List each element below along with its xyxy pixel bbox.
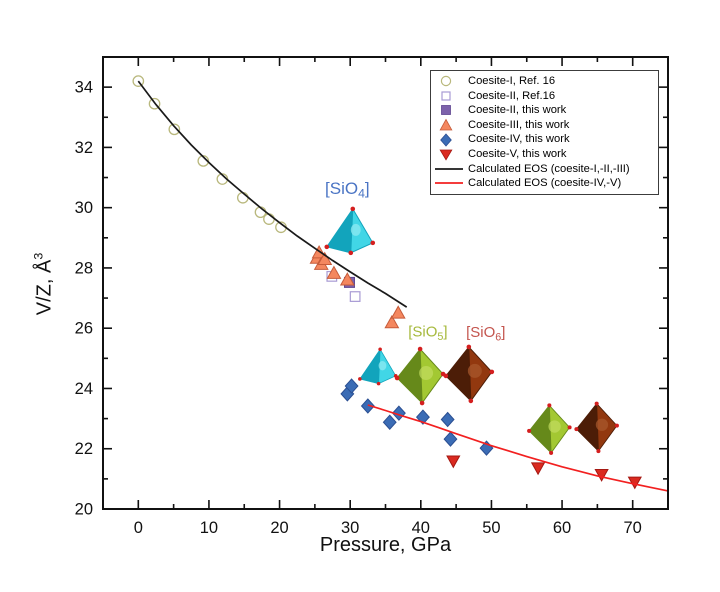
formula-label: [SiO5] [408,324,447,344]
legend-item-label: Coesite-III, this work [468,118,570,131]
y-tick-label: 24 [75,380,93,398]
octahedron-green-illustration [527,403,572,455]
legend-item-label: Coesite-I, Ref. 16 [468,75,556,87]
x-tick-label: 50 [482,519,500,537]
x-tick-label: 20 [270,519,288,537]
legend-marker-square [441,105,451,116]
formula-label: [SiO6] [466,324,505,344]
legend-item-coesite-iv-this-work: Coesite-IV, this work [435,132,656,147]
y-axis-title-exponent: 3 [31,252,46,260]
legend-item-label: Calculated EOS (coesite-IV,-V) [468,177,622,190]
y-tick-label: 26 [75,320,93,338]
curve-calculated-eos-coesite-i-ii-iii [137,80,408,308]
legend-item-coesite-ii-this-work: Coesite-II, this work [435,103,656,118]
legend-item-coesite-ii-ref-16: Coesite-II, Ref.16 [435,89,656,104]
legend-item-coesite-iii-this-work: Coesite-III, this work [435,118,656,133]
x-tick-label: 60 [553,519,571,537]
series-coesite-v-this-work [446,455,642,490]
legend-item-label: Coesite-V, this work [468,147,567,160]
y-tick-label: 20 [75,501,93,519]
x-tick-label: 70 [624,519,642,537]
y-axis-title-text: V/Z, Å [33,259,56,316]
legend-item-calculated-eos-coesite-i-ii-iii: Calculated EOS (coesite-I,-II,-III) [435,162,656,177]
x-tick-label: 40 [412,519,430,537]
legend-marker-circle-open [440,76,452,87]
legend-box: Coesite-I, Ref. 16 Coesite-II, Ref.16 Coes… [430,70,659,195]
legend-marker-triangle-up [439,118,453,131]
tetrahedron-illustration [358,347,398,386]
legend-item-calculated-eos-coesite-iv-v: Calculated EOS (coesite-IV,-V) [435,176,656,191]
legend-item-coesite-v-this-work: Coesite-V, this work [435,147,656,162]
x-tick-label: 30 [341,519,359,537]
legend-marker-diamond [440,133,452,147]
legend-item-label: Coesite-IV, this work [468,133,570,146]
legend-item-label: Coesite-II, Ref.16 [468,89,556,102]
y-tick-label: 30 [75,199,93,217]
x-tick-label: 0 [134,519,143,537]
legend-marker-line [435,167,463,170]
series-coesite-iv-this-work [340,378,494,456]
legend-marker-line [435,182,463,185]
octahedron-green-illustration [394,346,446,406]
legend-item-label: Calculated EOS (coesite-I,-II,-III) [468,162,630,175]
y-tick-label: 22 [75,440,93,458]
y-tick-label: 28 [75,259,93,277]
legend-marker-square-open [441,91,451,101]
curve-calculated-eos-coesite-iv-v [367,404,669,492]
legend-marker-triangle-down [439,149,453,161]
axis-ticks [103,57,668,510]
formula-label: [SiO4] [325,179,370,201]
legend-item-coesite-i-ref-16: Coesite-I, Ref. 16 [435,74,656,89]
legend-item-label: Coesite-II, this work [468,104,567,117]
tick-labels: 0 10 20 30 40 50 60 70 20 22 24 26 28 30 32 34 [75,79,642,537]
x-axis-title: Pressure, GPa [319,534,452,556]
octahedron-brown-illustration [443,344,495,404]
y-axis-title: V/Z, Å3 [32,253,57,315]
y-tick-label: 32 [75,139,93,157]
plot-frame [102,56,669,510]
tetrahedron-illustration [324,206,376,256]
series-coesite-iii-this-work [309,245,406,329]
y-tick-label: 34 [75,79,93,97]
x-tick-label: 10 [200,519,218,537]
octahedron-brown-illustration [574,401,619,454]
